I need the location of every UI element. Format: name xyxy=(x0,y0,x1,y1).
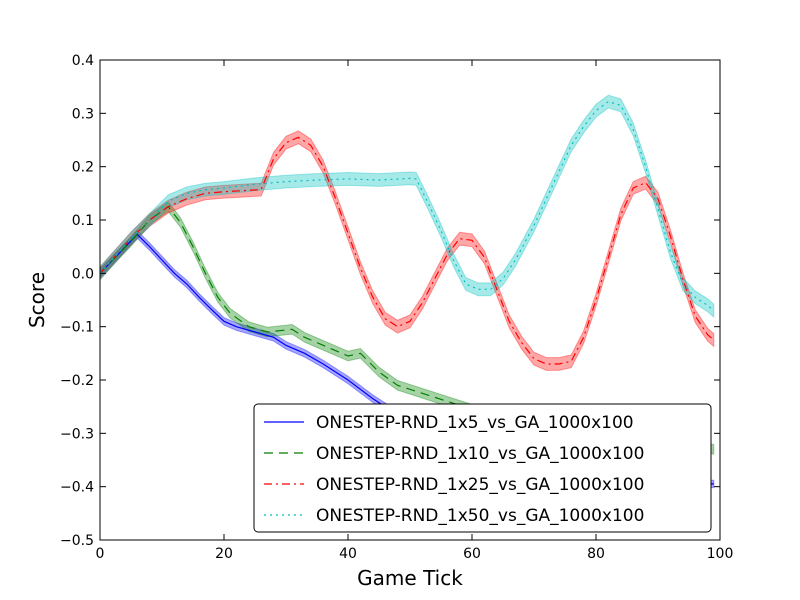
legend-label-2: ONESTEP-RND_1x10_vs_GA_1000x100 xyxy=(316,444,644,464)
legend-label-3: ONESTEP-RND_1x25_vs_GA_1000x100 xyxy=(316,475,644,495)
legend-label-4: ONESTEP-RND_1x50_vs_GA_1000x100 xyxy=(316,506,644,526)
x-tick-label: 0 xyxy=(96,546,105,562)
plot-frame xyxy=(99,59,721,541)
x-tick-label: 80 xyxy=(587,546,605,562)
confidence-bands xyxy=(100,94,715,489)
line-series-4 xyxy=(100,100,715,312)
y-axis: −0.5 −0.4 −0.3 −0.2 −0.1 0.0 0.1 0.2 0.3 0.4 xyxy=(60,53,720,549)
y-tick-label: 0.3 xyxy=(72,106,94,122)
y-tick-label: 0.4 xyxy=(72,53,94,69)
y-tick-label: 0.1 xyxy=(72,213,94,229)
y-tick-label: −0.1 xyxy=(60,320,94,336)
y-tick-label: −0.2 xyxy=(60,373,94,389)
y-tick-label: 0.2 xyxy=(72,160,94,176)
legend-label-1: ONESTEP-RND_1x5_vs_GA_1000x100 xyxy=(316,413,634,433)
x-tick-label: 100 xyxy=(707,546,734,562)
x-tick-label: 60 xyxy=(463,546,481,562)
band-series-3 xyxy=(100,130,715,371)
y-tick-label: −0.3 xyxy=(60,426,94,442)
y-tick-label: 0.0 xyxy=(72,266,94,282)
x-axis: 0 20 40 60 80 100 xyxy=(96,60,734,562)
line-series-3 xyxy=(100,136,715,365)
y-axis-title: Score xyxy=(25,272,49,328)
y-tick-label: −0.5 xyxy=(60,533,94,549)
legend: ONESTEP-RND_1x5_vs_GA_1000x100 ONESTEP-RN… xyxy=(253,403,712,533)
line-series-2 xyxy=(100,205,714,450)
legend-box xyxy=(253,403,712,533)
y-tick-label: −0.4 xyxy=(60,480,94,496)
band-series-2 xyxy=(100,201,715,455)
x-axis-title: Game Tick xyxy=(357,566,463,590)
band-series-4 xyxy=(100,94,715,319)
x-tick-label: 20 xyxy=(215,546,233,562)
x-tick-label: 40 xyxy=(339,546,357,562)
